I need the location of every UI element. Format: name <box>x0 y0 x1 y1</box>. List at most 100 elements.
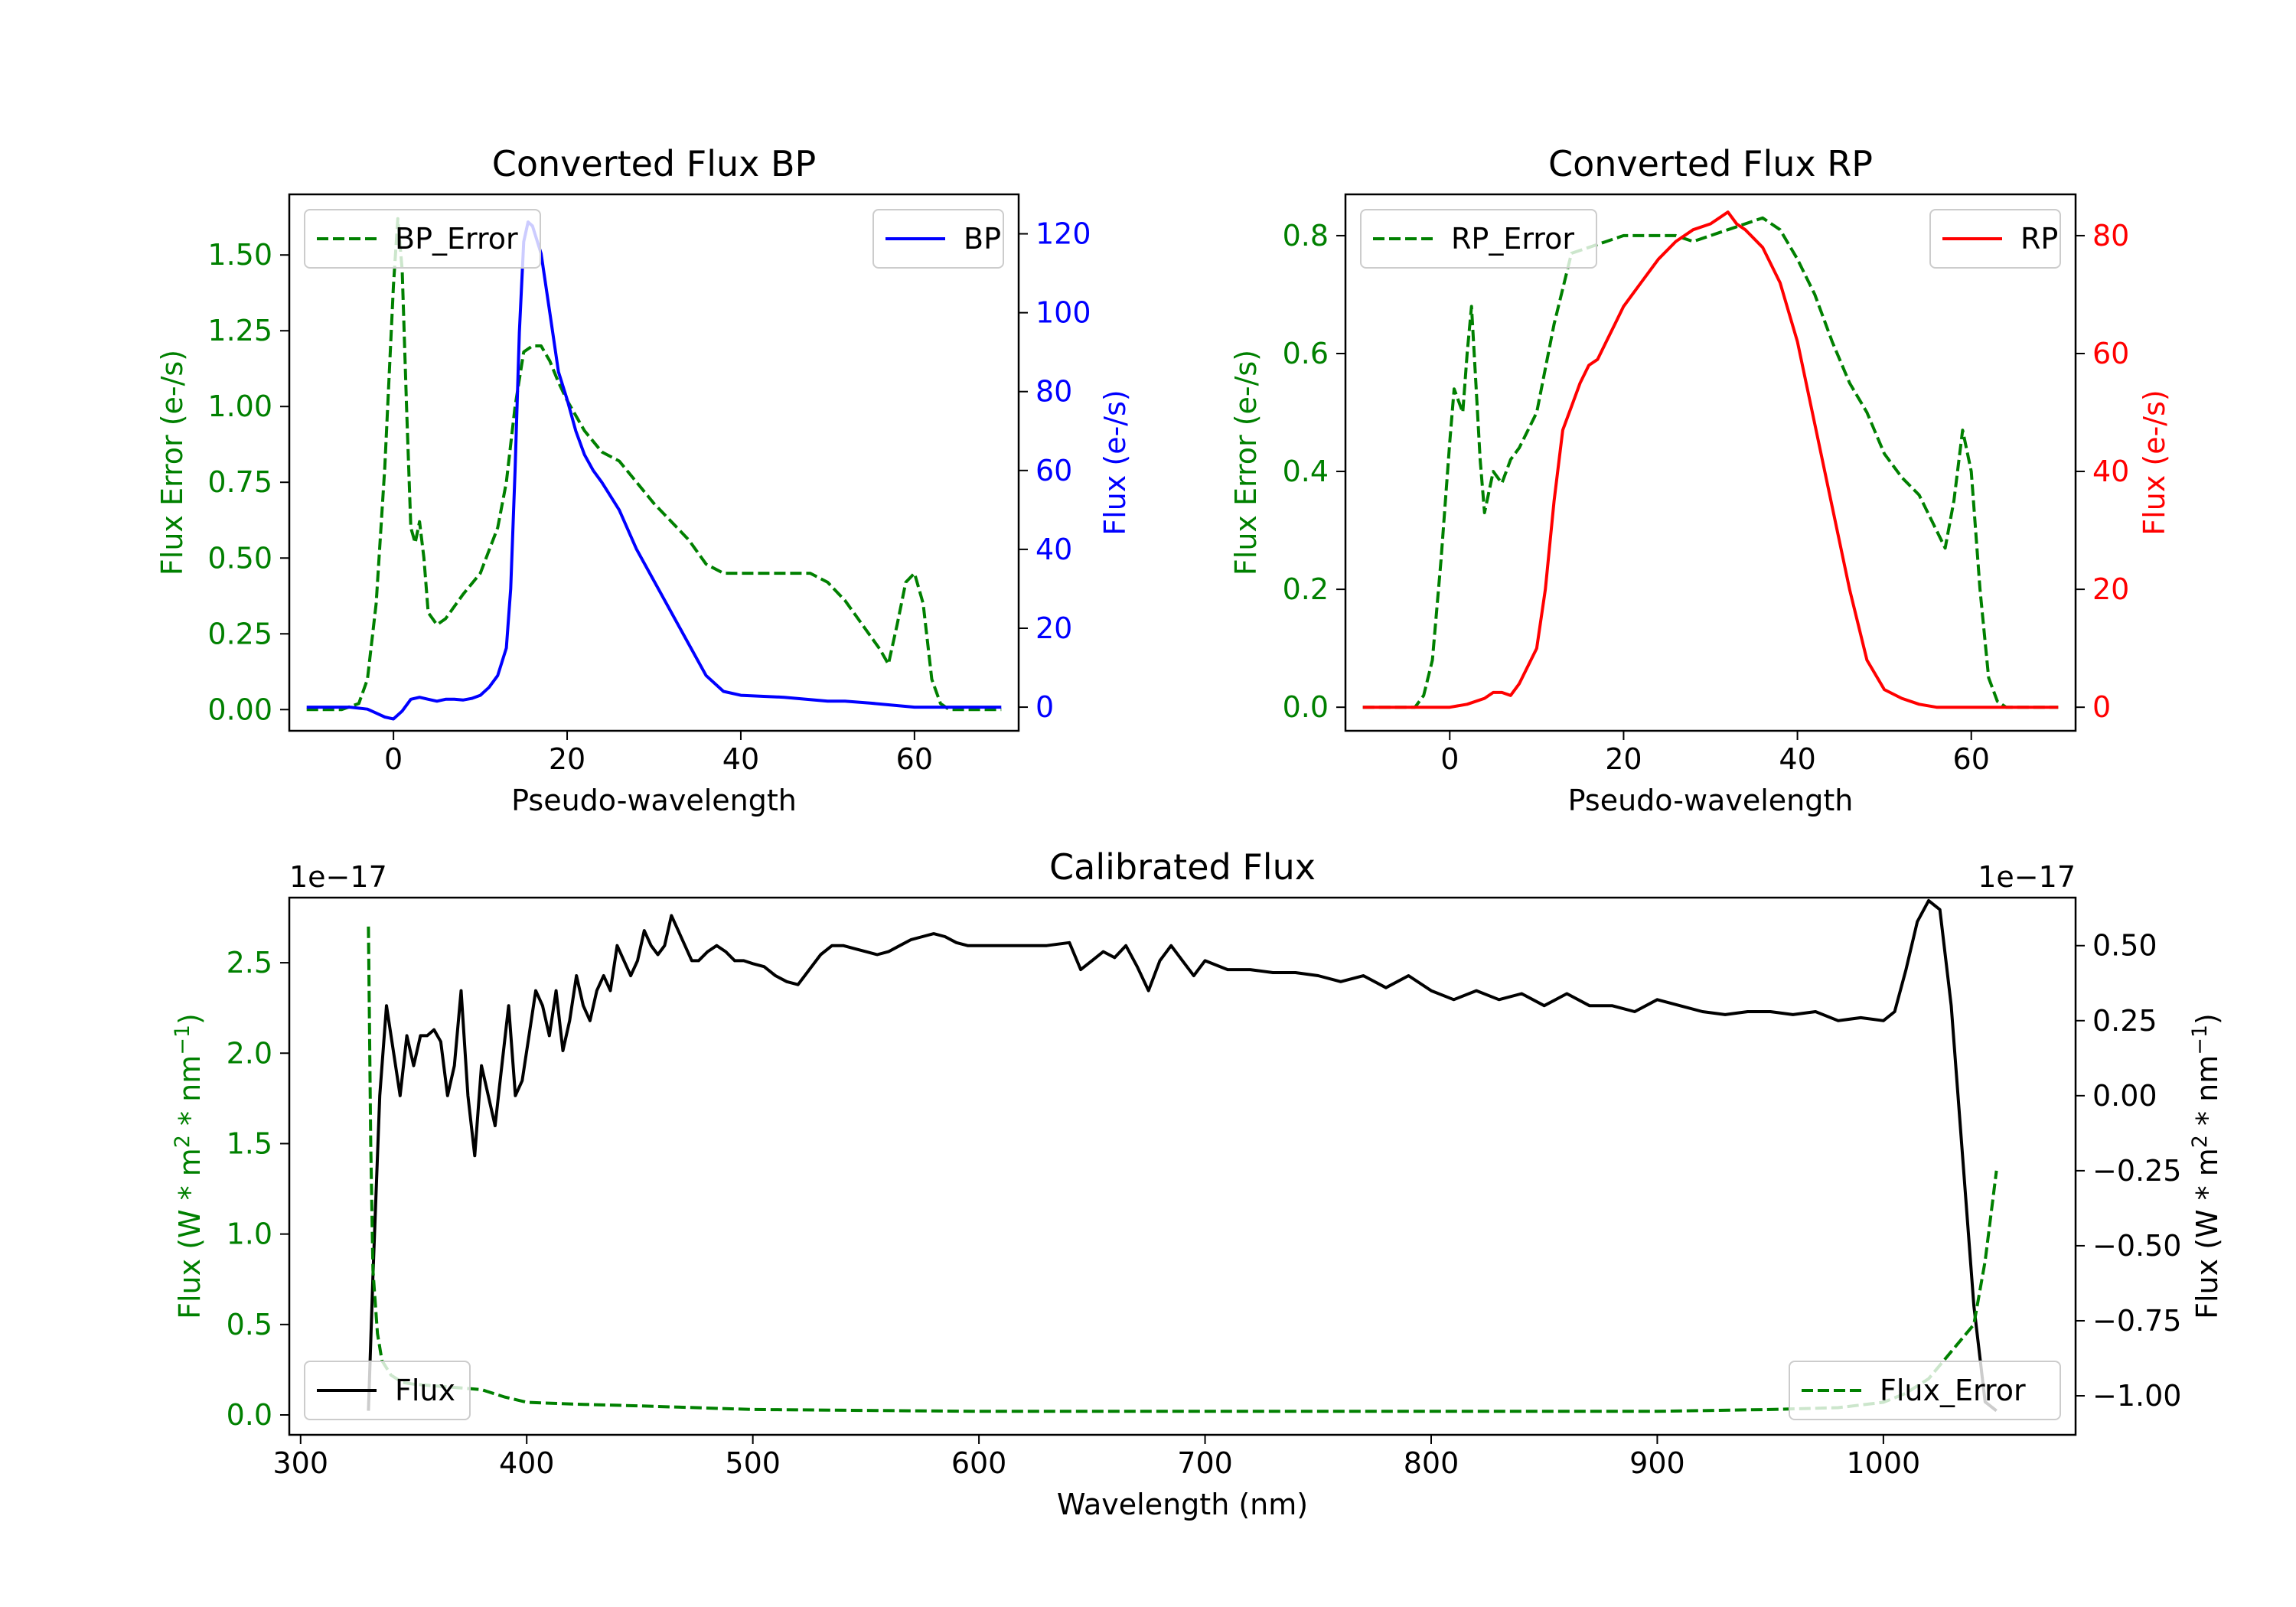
cal-right-tick-label: 0.25 <box>2092 1004 2157 1038</box>
cal-left-axis-label-part: −1 <box>171 1025 194 1055</box>
cal-left-axis-label: Flux (W * m2 * nm−1) <box>171 1013 207 1319</box>
cal-left-tick-label: 1.5 <box>227 1126 272 1160</box>
bp-left-tick-label: 0.00 <box>207 693 272 726</box>
cal-left-tick-label: 1.0 <box>227 1217 272 1251</box>
bp-panel: Converted Flux BP 0 20 40 60 Pseudo-wavelengt… <box>155 143 1132 817</box>
bp-right-tick-label: 0 <box>1035 690 1054 724</box>
cal-left-axis-label-part: ) <box>173 1013 207 1025</box>
rp-right-tick-label: 60 <box>2092 337 2129 370</box>
bp-title: Converted Flux BP <box>492 143 817 184</box>
cal-right-axis-label-part: Flux (W * m <box>2190 1148 2224 1319</box>
rp-xtick-label: 60 <box>1953 742 1990 776</box>
rp-left-axis-label: Flux Error (e-/s) <box>1229 350 1263 575</box>
legend-label: RP_Error <box>1451 222 1574 256</box>
cal-right-tick-label: −0.50 <box>2092 1229 2181 1263</box>
bp-xlabel: Pseudo-wavelength <box>511 784 797 817</box>
cal-right-axis-label-part: −1 <box>2188 1025 2212 1055</box>
cal-right-tick-label: −0.25 <box>2092 1154 2181 1188</box>
cal-left-tick-label: 2.5 <box>227 946 272 980</box>
rp-left-tick-label: 0.4 <box>1283 455 1329 488</box>
rp-left-tick-label: 0.0 <box>1283 690 1329 724</box>
series-rp-error-line <box>1362 216 2059 709</box>
cal-panel: Calibrated Flux 300 400 500 600 700 800 900 1000… <box>171 846 2224 1521</box>
bp-right-tick-label: 20 <box>1035 611 1072 645</box>
cal-frame <box>288 896 2077 1436</box>
legend-box <box>1789 1361 2061 1420</box>
rp-xlabel: Pseudo-wavelength <box>1568 784 1854 817</box>
legend-box <box>304 209 541 269</box>
rp-right-tick-label: 0 <box>2092 690 2111 724</box>
bp-left-tick-label: 0.25 <box>207 617 272 650</box>
rp-left-tick-label: 0.8 <box>1283 219 1329 253</box>
cal-right-tick-label: 0.50 <box>2092 929 2157 963</box>
bp-right-tick-label: 60 <box>1035 454 1072 487</box>
legend-box <box>304 1361 471 1420</box>
cal-left-tick-label: 2.0 <box>227 1036 272 1070</box>
rp-series-group <box>1362 210 2059 709</box>
rp-left-tick-label: 0.6 <box>1283 337 1329 370</box>
series-rp-line <box>1362 210 2059 709</box>
bp-left-tick-label: 1.50 <box>207 238 272 272</box>
legend-label: Flux <box>395 1374 455 1407</box>
cal-left-tick-label: 0.5 <box>227 1308 272 1341</box>
legend-flux: Flux <box>304 1361 471 1420</box>
rp-frame <box>1344 193 2077 732</box>
bp-right-tick-label: 120 <box>1035 217 1091 251</box>
cal-xlabel: Wavelength (nm) <box>1057 1488 1308 1521</box>
legend-label: BP_Error <box>395 222 518 256</box>
bp-xtick-label: 20 <box>549 742 585 776</box>
bp-right-tick-label: 40 <box>1035 533 1072 566</box>
bp-left-tick-label: 0.75 <box>207 465 272 499</box>
cal-title: Calibrated Flux <box>1049 846 1316 888</box>
panels: Converted Flux BP0 20 40 60Pseudo-wavelengt… <box>155 143 2224 1521</box>
rp-xtick-label: 40 <box>1779 742 1815 776</box>
rp-panel: Converted Flux RP 0 20 40 60 Pseudo-wavelengt… <box>1229 143 2171 817</box>
rp-xtick-label: 20 <box>1605 742 1642 776</box>
cal-left-axis-label-part: 2 <box>171 1135 194 1148</box>
legend-bp-error: BP_Error <box>304 209 541 269</box>
legend-bp: BP <box>872 209 1004 269</box>
cal-xtick-label: 700 <box>1177 1446 1233 1480</box>
cal-right-tick-label: −0.75 <box>2092 1304 2181 1338</box>
rp-title: Converted Flux RP <box>1548 143 1873 184</box>
rp-left-tick-label: 0.2 <box>1283 572 1329 606</box>
cal-right-axis-label: Flux (W * m2 * nm−1) <box>2188 1013 2224 1319</box>
cal-right-offset-text: 1e−17 <box>1978 860 2076 894</box>
bp-left-tick-label: 1.00 <box>207 390 272 423</box>
legend-flux-error: Flux_Error <box>1789 1361 2061 1420</box>
bp-xtick-label: 60 <box>896 742 933 776</box>
cal-xtick-label: 800 <box>1404 1446 1459 1480</box>
cal-xtick-label: 300 <box>273 1446 329 1480</box>
bp-xtick-label: 0 <box>384 742 403 776</box>
bp-xtick-label: 40 <box>722 742 759 776</box>
legend-label: Flux_Error <box>1880 1374 2026 1407</box>
bp-left-tick-label: 0.50 <box>207 541 272 575</box>
cal-left-tick-label: 0.0 <box>227 1398 272 1432</box>
cal-right-axis-label-part: 2 <box>2188 1135 2212 1148</box>
rp-right-tick-label: 80 <box>2092 219 2129 253</box>
cal-left-offset-text: 1e−17 <box>289 860 387 894</box>
cal-right-axis-label-part: ) <box>2190 1013 2224 1025</box>
series-flux-line <box>367 898 1998 1413</box>
cal-xtick-label: 600 <box>951 1446 1007 1480</box>
cal-xtick-label: 900 <box>1629 1446 1685 1480</box>
legend-label: RP <box>2020 222 2058 256</box>
cal-xtick-label: 1000 <box>1847 1446 1921 1480</box>
cal-right-tick-label: −1.00 <box>2092 1379 2181 1413</box>
bp-left-axis-label: Flux Error (e-/s) <box>155 350 189 575</box>
cal-right-axis-label-part: * nm <box>2190 1055 2224 1135</box>
cal-left-axis-label-part: Flux (W * m <box>173 1148 207 1319</box>
bp-right-axis-label: Flux (e-/s) <box>1098 390 1132 535</box>
rp-right-tick-label: 20 <box>2092 572 2129 606</box>
rp-right-axis-label: Flux (e-/s) <box>2138 390 2171 535</box>
legend-rp: RP <box>1929 209 2061 269</box>
rp-xtick-label: 0 <box>1440 742 1459 776</box>
cal-left-axis-label-part: * nm <box>173 1055 207 1135</box>
bp-left-tick-label: 1.25 <box>207 314 272 347</box>
cal-xtick-label: 500 <box>725 1446 781 1480</box>
legend-box <box>1360 209 1597 269</box>
cal-right-tick-label: 0.00 <box>2092 1079 2157 1113</box>
bp-right-tick-label: 80 <box>1035 375 1072 409</box>
cal-xtick-label: 400 <box>499 1446 555 1480</box>
